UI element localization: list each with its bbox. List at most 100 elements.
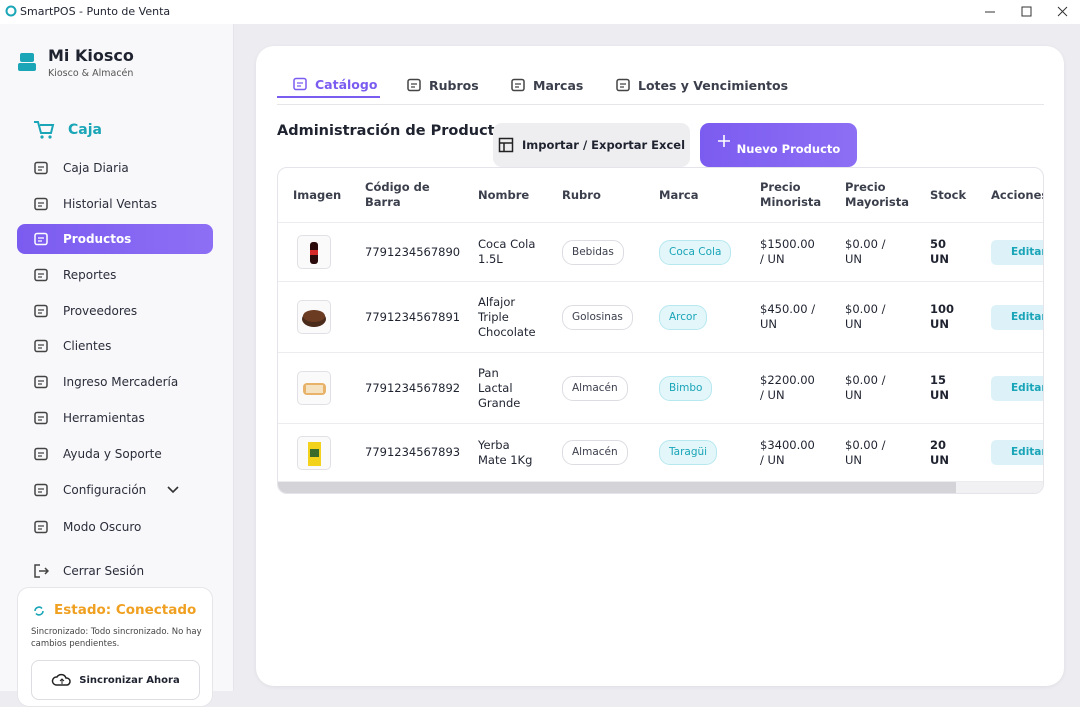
tab-label: Rubros [429, 77, 479, 93]
product-name: Pan Lactal Grande [478, 365, 521, 410]
tab-divider [277, 104, 1044, 105]
edit-label: Editar [1011, 310, 1044, 323]
nav-label: Productos [63, 232, 132, 246]
nav-item[interactable]: Modo Oscuro [17, 512, 213, 542]
cell: Coca Cola [659, 223, 754, 281]
tab-label: Catálogo [315, 76, 378, 92]
nav-icon [34, 161, 48, 175]
nav-label: Proveedores [63, 304, 138, 318]
cell: $0.00 / UN [845, 424, 913, 481]
brand-subtitle: Kiosco & Almacén [48, 68, 134, 79]
product-name: Yerba Mate 1Kg [478, 437, 533, 467]
cell: 15 UN [930, 353, 960, 423]
nav-label: Reportes [63, 268, 117, 282]
edit-label: Editar [1011, 446, 1044, 458]
cell: Editar [991, 424, 1044, 481]
status-title: Estado: Conectado [54, 602, 197, 618]
window-controls[interactable] [975, 2, 1080, 22]
nav-item[interactable]: Configuración [17, 475, 213, 505]
page-heading: Administración de Productos [277, 123, 514, 139]
cell: 50 UN [930, 223, 960, 281]
stock: 15 UN [930, 373, 949, 402]
nav-label: Modo Oscuro [63, 520, 142, 534]
nav-item[interactable]: Productos [17, 224, 213, 254]
column-header: Imagen [293, 187, 342, 202]
column-header: Código de Barra [365, 180, 430, 209]
table-row: 7791234567891 Alfajor Triple Chocolate Gol… [278, 282, 1044, 353]
edit-button[interactable]: Editar [991, 304, 1044, 330]
tab-icon [511, 78, 525, 92]
plus-icon [717, 135, 730, 147]
cell: Golosinas [562, 282, 652, 352]
cell [297, 353, 331, 423]
brand-badge: Coca Cola [659, 239, 732, 265]
nav-item[interactable]: Clientes [17, 331, 213, 361]
product-image [310, 242, 318, 264]
barcode: 7791234567893 [365, 445, 461, 459]
nav-item[interactable]: Reportes [17, 260, 213, 290]
cell: Bebidas [562, 223, 652, 281]
cell: 20 UN [930, 424, 960, 481]
price: $3400.00 / UN [760, 437, 815, 467]
cell: 7791234567891 [365, 282, 465, 352]
brand-icon [18, 53, 36, 71]
nav-label: Caja Diaria [63, 161, 129, 175]
products-table: Imagen Código de Barra Nombre Rubro Marca Pre… [277, 167, 1044, 494]
scrollbar-thumb[interactable] [278, 482, 956, 493]
nav-icon [34, 520, 48, 534]
edit-button[interactable]: Editar [991, 375, 1043, 401]
tab[interactable]: Catálogo [277, 72, 380, 98]
barcode: 7791234567892 [365, 380, 461, 395]
chevron [167, 486, 179, 494]
cell: $2200.00 / UN [760, 353, 828, 423]
title-bar: SmartPOS - Punto de Venta [0, 0, 1080, 24]
cell: Bimbo [659, 353, 754, 423]
category-badge: Almacén [562, 375, 628, 401]
nav-label: Ayuda y Soporte [63, 447, 162, 461]
product-name: Alfajor Triple Chocolate [478, 294, 536, 339]
price: $0.00 / UN [845, 373, 886, 402]
cell: $3400.00 / UN [760, 424, 828, 481]
tab[interactable]: Rubros [406, 72, 479, 98]
price: $2200.00 / UN [760, 373, 815, 402]
nav-logout[interactable]: Cerrar Sesión [17, 556, 213, 586]
nav-caja[interactable]: Caja [68, 122, 102, 138]
column-header: Rubro [562, 187, 601, 202]
table-row: 7791234567890 Coca Cola 1.5L Bebidas Coca C… [278, 223, 1043, 282]
brand-badge: Taragüi [659, 440, 718, 465]
table-row: 7791234567893 Yerba Mate 1Kg Almacén Taragü… [278, 424, 1044, 482]
category-badge: Golosinas [562, 304, 633, 330]
nav-item[interactable]: Proveedores [17, 296, 213, 326]
nav-item[interactable]: Herramientas [17, 403, 213, 433]
sync-button[interactable]: Sincronizar Ahora [31, 660, 200, 700]
edit-button[interactable]: Editar [991, 239, 1043, 265]
cell: Editar [991, 353, 1043, 423]
nav-label: Configuración [63, 483, 147, 497]
price: $0.00 / UN [845, 237, 886, 266]
cell [297, 223, 331, 281]
price: $0.00 / UN [845, 437, 886, 467]
nav-item[interactable]: Caja Diaria [17, 153, 213, 183]
edit-button[interactable]: Editar [991, 440, 1044, 465]
tab[interactable]: Lotes y Vencimientos [615, 72, 788, 98]
stock: 50 UN [930, 237, 949, 266]
nav-item[interactable]: Ayuda y Soporte [17, 439, 213, 469]
brand-badge: Bimbo [659, 375, 713, 401]
tab[interactable]: Marcas [510, 72, 583, 98]
tab-icon [407, 78, 421, 92]
import-export-button[interactable]: Importar / Exportar Excel [493, 123, 690, 167]
new-product-button[interactable]: Nuevo Producto [700, 123, 857, 167]
cell: Almacén [562, 353, 652, 423]
tab-icon [616, 78, 630, 92]
product-thumbnail [297, 235, 331, 269]
nav-icon [34, 447, 48, 461]
cell: Editar [991, 223, 1043, 281]
column-header: Stock [930, 187, 967, 202]
nav-item[interactable]: Ingreso Mercadería [17, 367, 213, 397]
nav-item[interactable]: Historial Ventas [17, 189, 213, 219]
nav-icon [34, 375, 48, 389]
category-badge: Almacén [562, 440, 628, 465]
barcode: 7791234567891 [365, 309, 461, 324]
table-icon [498, 137, 514, 153]
cell: $450.00 / UN [760, 282, 828, 352]
